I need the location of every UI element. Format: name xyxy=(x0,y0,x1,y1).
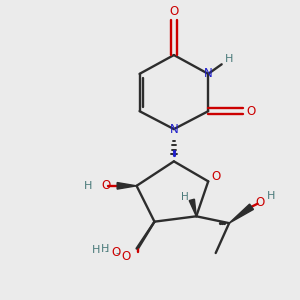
Text: H: H xyxy=(225,54,233,64)
Polygon shape xyxy=(229,204,254,223)
Text: O: O xyxy=(169,5,178,18)
Text: O: O xyxy=(111,246,120,259)
Polygon shape xyxy=(189,199,196,216)
Polygon shape xyxy=(117,182,136,189)
Text: H: H xyxy=(101,244,110,254)
Text: -: - xyxy=(105,247,109,256)
Text: H: H xyxy=(181,192,189,202)
Text: H: H xyxy=(84,181,92,191)
Text: O: O xyxy=(256,196,265,209)
Text: -: - xyxy=(115,248,119,258)
Text: N: N xyxy=(169,123,178,136)
Text: O: O xyxy=(246,105,256,118)
Text: N: N xyxy=(204,68,213,80)
Text: H: H xyxy=(92,245,100,255)
Text: H: H xyxy=(267,191,276,201)
Text: O: O xyxy=(212,170,221,183)
Text: O: O xyxy=(122,250,131,262)
Text: O: O xyxy=(101,179,110,192)
